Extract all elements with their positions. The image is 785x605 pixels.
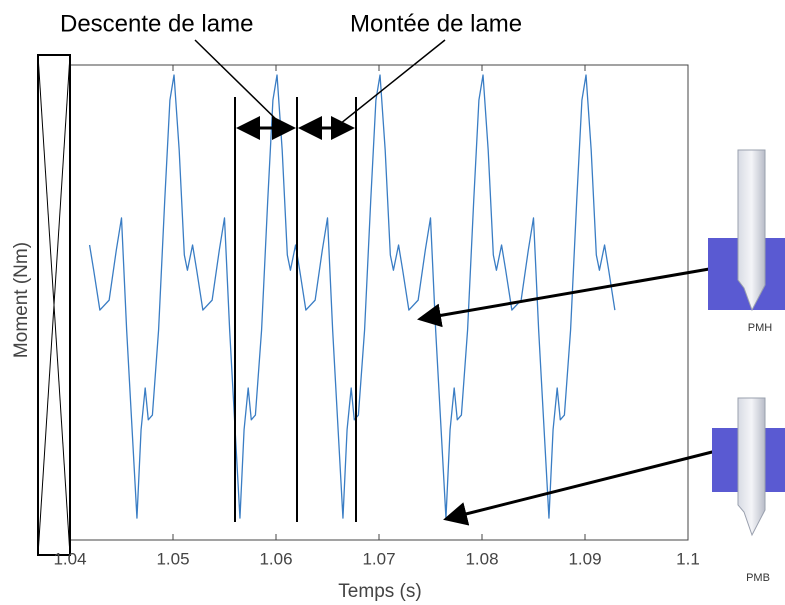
cross-box bbox=[37, 54, 71, 556]
x-tick-label: 1.09 bbox=[568, 549, 601, 568]
annotation: PMB bbox=[746, 572, 770, 584]
x-tick-label: 1.06 bbox=[259, 549, 292, 568]
x-tick-label: 1.05 bbox=[156, 549, 189, 568]
annotation-lines bbox=[194, 39, 721, 526]
annotation: PMH bbox=[748, 322, 773, 334]
pmh-icon bbox=[708, 149, 785, 312]
x-tick-label: 1.07 bbox=[362, 549, 395, 568]
pmb-icon bbox=[712, 397, 785, 537]
x-tick-label: 1.1 bbox=[676, 549, 700, 568]
annotation: Montée de lame bbox=[350, 10, 522, 37]
x-axis-label: Temps (s) bbox=[338, 581, 421, 602]
y-axis-label: Moment (Nm) bbox=[11, 242, 32, 358]
annotation: Descente de lame bbox=[60, 10, 253, 37]
x-tick-label: 1.08 bbox=[465, 549, 498, 568]
plot-frame bbox=[69, 64, 689, 541]
x-tick-label: 1.04 bbox=[53, 549, 86, 568]
